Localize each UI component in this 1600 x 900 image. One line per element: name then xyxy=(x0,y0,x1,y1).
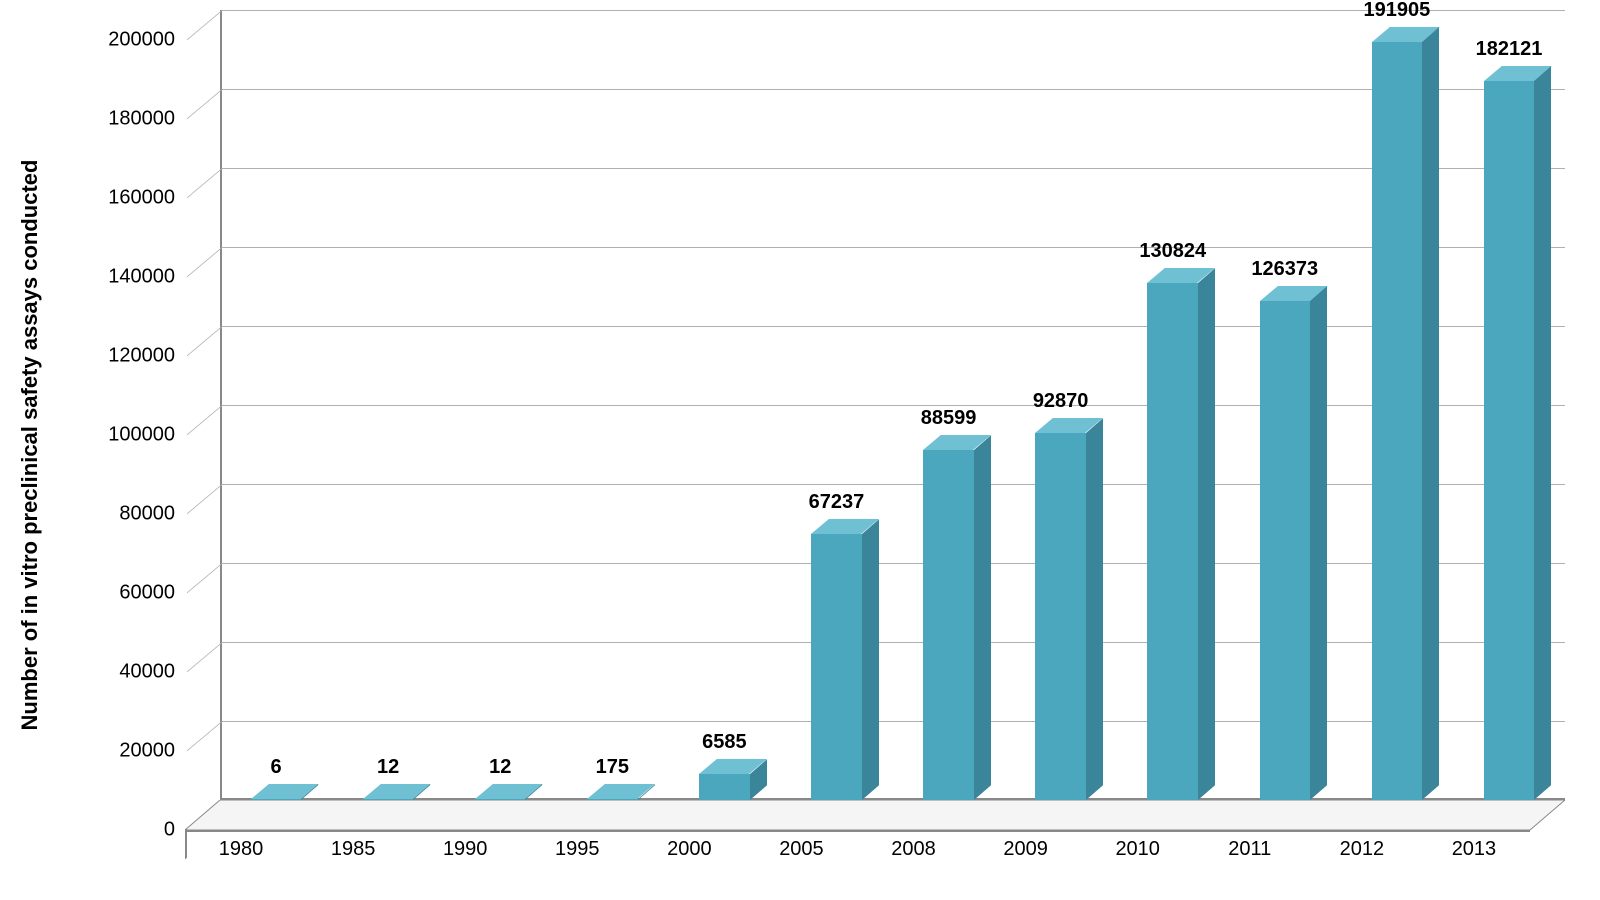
bar-side-face xyxy=(1086,418,1103,800)
bar: 88599 xyxy=(923,450,973,800)
gridline-3d xyxy=(187,168,222,227)
x-axis-front-edge xyxy=(185,830,1530,832)
x-tick-label: 1995 xyxy=(521,838,633,861)
bar-value-label: 12 xyxy=(450,756,551,779)
bar-front-face xyxy=(699,774,749,800)
plot-floor xyxy=(185,800,1565,830)
bar-front-face xyxy=(1372,42,1422,800)
bar-value-label: 126373 xyxy=(1234,258,1335,281)
bar-front-face xyxy=(811,534,861,800)
bar-front-face xyxy=(1147,283,1197,800)
x-tick-label: 1985 xyxy=(297,838,409,861)
y-tick-label: 20000 xyxy=(80,740,175,763)
bar-value-label: 67237 xyxy=(786,491,887,514)
bar-side-face xyxy=(1422,27,1439,800)
x-tick-label: 2013 xyxy=(1418,838,1530,861)
bars-area: 6 12 12 175 6585 67237 88599 92870 130824 126373 1… xyxy=(220,10,1565,800)
plot-area: 6 12 12 175 6585 67237 88599 92870 130824 126373 1… xyxy=(185,10,1565,830)
x-tick-label: 2010 xyxy=(1082,838,1194,861)
y-axis-label: Number of in vitro preclinical safety as… xyxy=(17,160,43,731)
y-tick-label: 140000 xyxy=(80,266,175,289)
gridline-3d xyxy=(187,247,222,306)
y-tick-label: 60000 xyxy=(80,582,175,605)
gridline-3d xyxy=(187,326,222,385)
bar-front-face xyxy=(1260,301,1310,800)
bar-front-face xyxy=(1035,433,1085,800)
x-tick-label: 2012 xyxy=(1306,838,1418,861)
bar-side-face xyxy=(1310,286,1327,800)
x-tick-label: 1980 xyxy=(185,838,297,861)
bar-side-face xyxy=(862,520,879,800)
gridline-3d xyxy=(187,484,222,543)
y-tick-label: 100000 xyxy=(80,424,175,447)
bar: 126373 xyxy=(1260,301,1310,800)
bar-chart-3d: Number of in vitro preclinical safety as… xyxy=(80,10,1570,880)
y-tick-label: 200000 xyxy=(80,29,175,52)
gridline-3d xyxy=(187,721,222,780)
x-tick-label: 2011 xyxy=(1194,838,1306,861)
x-tick-label: 2005 xyxy=(745,838,857,861)
bar: 191905 xyxy=(1372,42,1422,800)
bar-value-label: 191905 xyxy=(1346,0,1447,22)
y-tick-label: 160000 xyxy=(80,187,175,210)
x-tick-label: 2009 xyxy=(970,838,1082,861)
bar-value-label: 6 xyxy=(226,756,327,779)
bar-value-label: 92870 xyxy=(1010,390,1111,413)
bar-front-face xyxy=(923,450,973,800)
gridline-3d xyxy=(187,10,222,69)
bar-side-face xyxy=(974,435,991,800)
bar-front-face xyxy=(1484,81,1534,800)
gridline-3d xyxy=(187,563,222,622)
bar-value-label: 88599 xyxy=(898,407,999,430)
bar-side-face xyxy=(1198,268,1215,800)
gridline-3d xyxy=(187,405,222,464)
gridline-3d xyxy=(187,642,222,701)
gridline-3d xyxy=(187,89,222,148)
bar-value-label: 175 xyxy=(562,756,663,779)
bar-value-label: 12 xyxy=(338,756,439,779)
y-tick-label: 80000 xyxy=(80,503,175,526)
y-tick-label: 120000 xyxy=(80,345,175,368)
bar: 182121 xyxy=(1484,81,1534,800)
bar: 130824 xyxy=(1147,283,1197,800)
bar-value-label: 182121 xyxy=(1459,38,1560,61)
x-tick-label: 2000 xyxy=(633,838,745,861)
bar-value-label: 6585 xyxy=(674,731,775,754)
bar: 67237 xyxy=(811,534,861,800)
bar-side-face xyxy=(1534,66,1551,800)
x-tick-label: 2008 xyxy=(858,838,970,861)
y-tick-label: 0 xyxy=(80,819,175,842)
bar: 92870 xyxy=(1035,433,1085,800)
bar: 6585 xyxy=(699,774,749,800)
y-tick-label: 40000 xyxy=(80,661,175,684)
x-tick-label: 1990 xyxy=(409,838,521,861)
bar-value-label: 130824 xyxy=(1122,240,1223,263)
y-tick-label: 180000 xyxy=(80,108,175,131)
